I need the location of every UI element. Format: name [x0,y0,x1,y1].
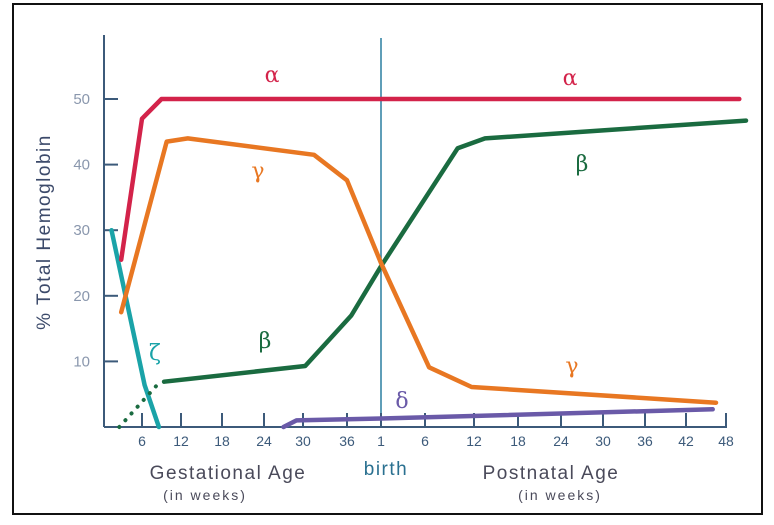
x-tick-label: 24 [553,433,569,449]
series-label-alpha: α [563,66,578,91]
y-tick-label: 40 [73,157,90,174]
x-axis-title-postnatal: Postnatal Age [483,463,620,484]
series-label-zeta: ζ [149,341,161,366]
x-tick-label: 18 [510,433,526,449]
x-tick-label: 42 [678,433,694,449]
x-axis-subtitle-gestational: (in weeks) [163,487,247,503]
x-tick-label: 6 [138,433,146,449]
series-line-beta-dotted [117,381,161,429]
x-tick-label: 48 [718,433,734,449]
series-label-alpha: α [265,63,280,88]
y-tick-label: 10 [73,353,90,370]
x-axis-subtitle-postnatal: (in weeks) [518,487,602,503]
y-axis-title: % Total Hemoglobin [34,134,55,330]
series-line-delta [281,407,715,430]
x-tick-label: 12 [173,433,189,449]
x-tick-label: 24 [256,433,272,449]
x-tick-label: 18 [214,433,230,449]
y-tick-label: 50 [73,91,90,108]
series-label-delta: δ [395,389,408,414]
series-label-gamma: γ [251,159,264,184]
x-axis-title-gestational: Gestational Age [150,463,307,484]
y-tick-label: 20 [73,288,90,305]
series-label-beta: β [576,152,589,177]
y-tick-label: 30 [73,222,90,239]
x-tick-label: 36 [339,433,355,449]
x-tick-label: 6 [421,433,429,449]
series-line-gamma [118,136,719,405]
x-axis-birth-label: birth [364,459,408,480]
x-tick-label: 30 [595,433,611,449]
x-tick-label: 1 [377,433,385,449]
series-line-zeta [109,227,162,430]
series-label-gamma: γ [565,354,578,379]
series-line-alpha [118,96,742,262]
x-tick-label: 30 [295,433,311,449]
x-tick-label: 12 [466,433,482,449]
x-tick-label: 36 [637,433,653,449]
series-label-beta: β [259,329,272,354]
